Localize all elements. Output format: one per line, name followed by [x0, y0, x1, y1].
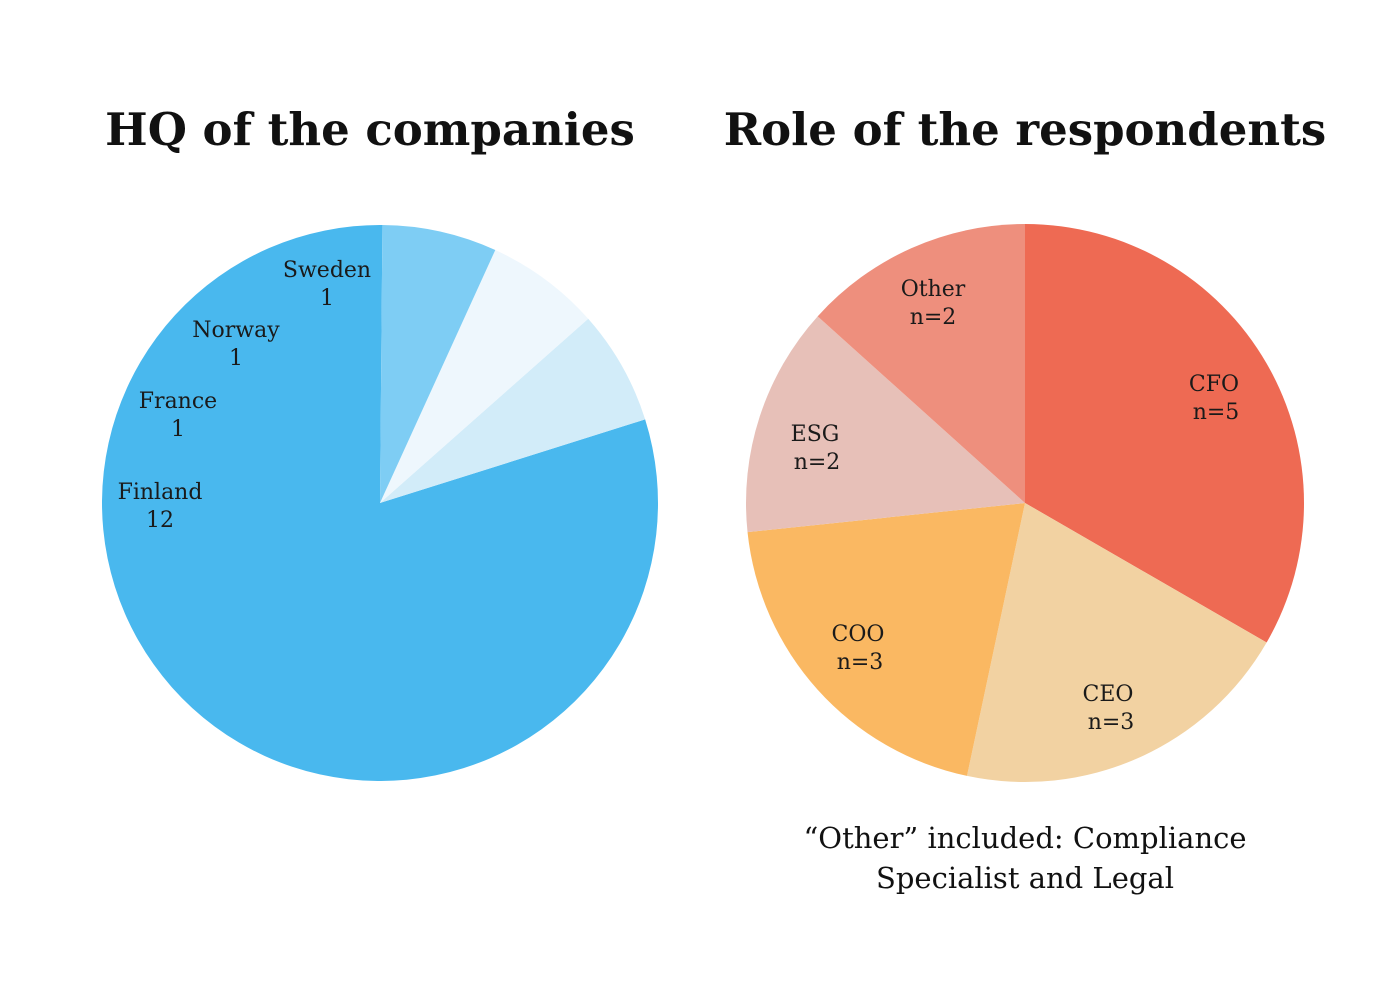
- role-slice-other: [817, 224, 1025, 503]
- role-label-coo: COO: [832, 622, 885, 647]
- role-label-cfo: CFO: [1189, 372, 1239, 397]
- chart-title-role: Role of the respondents: [723, 103, 1327, 156]
- role-value-cfo: n=5: [1193, 400, 1240, 425]
- hq-value-norway: 1: [229, 346, 243, 371]
- hq-value-france: 1: [171, 417, 185, 442]
- role-slice-cfo: [1025, 224, 1304, 643]
- hq-slice-norway: [380, 250, 589, 503]
- role-label-other: Other: [901, 277, 966, 302]
- chart-title-hq: HQ of the companies: [105, 103, 635, 156]
- role-value-ceo: n=3: [1088, 710, 1135, 735]
- hq-label-norway: Norway: [192, 318, 280, 343]
- role-label-ceo: CEO: [1083, 682, 1134, 707]
- hq-label-sweden: Sweden: [283, 258, 371, 283]
- role-value-other: n=2: [910, 305, 957, 330]
- hq-label-france: France: [139, 389, 217, 414]
- role-value-coo: n=3: [837, 650, 884, 675]
- role-slice-esg: [746, 316, 1025, 533]
- role-label-esg: ESG: [791, 422, 840, 447]
- pie-hq: Finland 12 France 1 Norway 1 Sweden 1: [101, 225, 658, 781]
- hq-value-finland: 12: [146, 508, 174, 533]
- hq-slice-france: [380, 318, 646, 503]
- hq-value-sweden: 1: [320, 286, 334, 311]
- role-value-esg: n=2: [794, 450, 841, 475]
- hq-slice-sweden: [380, 225, 496, 503]
- footnote: “Other” included: Compliance Specialist …: [803, 821, 1247, 895]
- role-slice-ceo: [966, 503, 1267, 782]
- pie-role: CFO n=5 CEO n=3 COO n=3 ESG n=2 Other n=2: [746, 224, 1304, 782]
- role-slice-coo: [747, 503, 1025, 776]
- hq-label-finland: Finland: [118, 480, 203, 505]
